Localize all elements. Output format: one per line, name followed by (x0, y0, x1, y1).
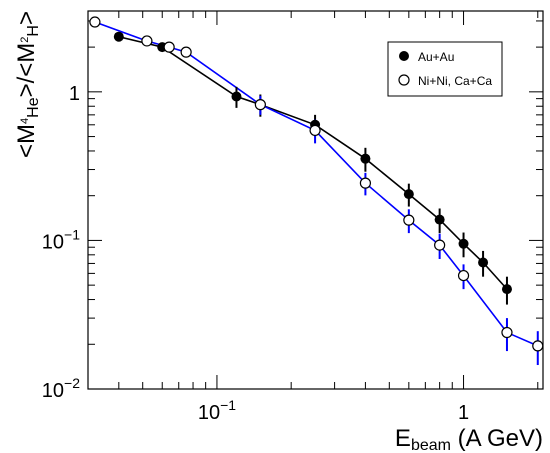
axis-ticks (87, 11, 543, 390)
error-bars (235, 86, 539, 366)
legend-label-ni-ni-ca-ca: Ni+Ni, Ca+Ca (418, 74, 492, 88)
data-point (180, 46, 192, 58)
data-point (532, 340, 544, 352)
data-point (501, 326, 513, 339)
y-tick-label: 10−1 (42, 226, 80, 253)
y-tick-label: 1 (69, 83, 80, 105)
data-markers (89, 16, 544, 352)
legend-label-au-au: Au+Au (418, 50, 454, 64)
data-point (403, 189, 414, 200)
data-point (434, 214, 445, 225)
legend: Au+Au Ni+Ni, Ca+Ca (387, 41, 503, 97)
data-point (309, 124, 321, 137)
data-point (254, 99, 266, 111)
x-tick-label: 10−1 (198, 397, 236, 424)
y-axis-label: <M4He>/<M2H> (13, 11, 42, 158)
data-point (478, 257, 489, 268)
data-point (501, 284, 512, 295)
data-point (403, 214, 415, 226)
y-tick-labels: 1 10−1 10−2 (42, 83, 80, 402)
data-point (434, 239, 446, 251)
x-axis-label: Ebeam (A GeV) (395, 425, 543, 453)
legend-marker-au-au (399, 51, 409, 61)
data-point (89, 16, 101, 28)
plot-frame (87, 10, 544, 390)
data-point (359, 177, 372, 189)
y-tick-label: 10−2 (42, 375, 80, 402)
x-tick-label: 1 (458, 402, 469, 424)
data-point (113, 31, 124, 42)
data-point (163, 41, 175, 53)
legend-marker-ni-ni-ca-ca (398, 74, 410, 86)
data-point (231, 91, 242, 102)
data-point (457, 269, 470, 282)
legend-box (387, 41, 503, 97)
data-point (141, 35, 153, 47)
data-point (458, 238, 469, 249)
x-tick-labels: 10−1 1 (198, 397, 469, 424)
data-point (360, 153, 371, 164)
